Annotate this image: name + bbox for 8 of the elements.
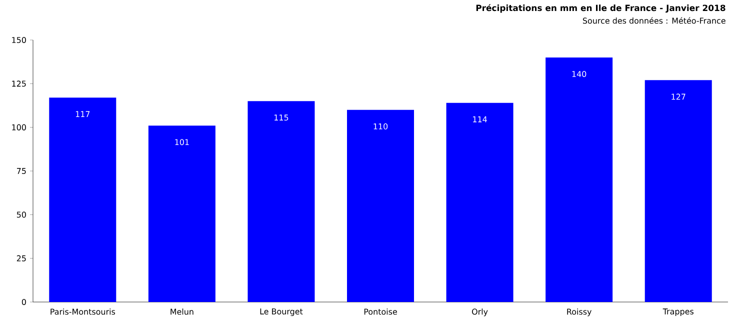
bar (546, 57, 613, 302)
bar (49, 98, 116, 302)
bar (644, 80, 712, 302)
bar (248, 101, 315, 302)
chart-title: Précipitations en mm en Ile de France - Janvier 2018 (476, 4, 726, 13)
bar (148, 126, 216, 302)
bar (347, 110, 414, 302)
bar (446, 102, 514, 302)
